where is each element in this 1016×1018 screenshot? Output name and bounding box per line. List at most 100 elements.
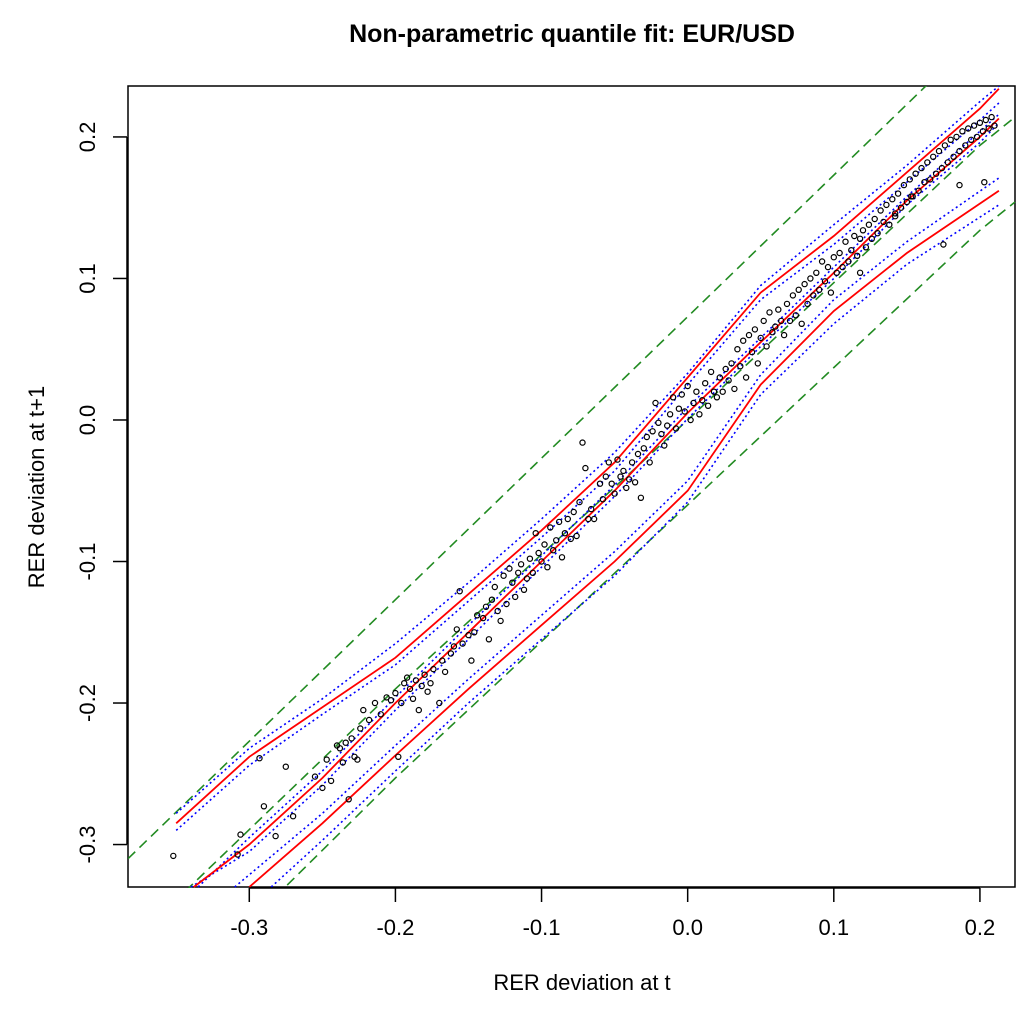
data-point [611, 490, 618, 497]
quantile-line-dashed-11 [283, 201, 1016, 888]
data-point [940, 241, 947, 248]
data-point [935, 147, 943, 155]
data-point [666, 411, 674, 418]
x-tick-label: 0.2 [965, 915, 996, 940]
data-point [357, 725, 364, 732]
data-point [170, 852, 177, 860]
data-point [874, 229, 881, 237]
data-point [491, 583, 498, 591]
data-point [678, 391, 686, 398]
data-point [801, 280, 808, 288]
data-point [474, 612, 481, 619]
data-point [702, 380, 709, 387]
data-point [766, 309, 773, 316]
data-point [973, 133, 981, 141]
data-point [789, 292, 797, 299]
y-tick-label: -0.2 [75, 684, 100, 722]
data-point [889, 195, 896, 203]
data-point [722, 365, 729, 373]
data-point [409, 695, 417, 703]
data-point [395, 753, 402, 761]
data-point [538, 558, 545, 565]
data-point [906, 176, 914, 183]
data-point [614, 456, 621, 463]
data-point [731, 385, 738, 393]
data-point [959, 128, 966, 135]
data-point [883, 201, 890, 209]
data-point [921, 178, 928, 186]
data-point [903, 198, 911, 206]
data-point [775, 306, 782, 313]
data-point [664, 422, 671, 429]
data-point [962, 142, 969, 149]
data-point [816, 286, 823, 293]
x-tick-label: 0.1 [819, 915, 850, 940]
data-point [588, 505, 595, 513]
data-point [892, 212, 899, 220]
data-point [669, 394, 677, 401]
data-point [900, 181, 908, 189]
y-tick-label: -0.1 [75, 543, 100, 581]
x-tick-label: -0.3 [230, 915, 268, 940]
scatter-points [170, 113, 998, 860]
data-point [564, 515, 572, 523]
data-point [886, 221, 893, 228]
data-point [894, 190, 902, 197]
data-point [830, 254, 838, 261]
data-point [652, 399, 659, 407]
quantile-line-solid-0 [175, 88, 1000, 824]
data-point [772, 323, 779, 330]
data-point [970, 122, 978, 129]
quantile-line-dashed-9 [128, 86, 927, 860]
data-point [526, 555, 534, 562]
data-point [354, 756, 361, 763]
data-point [403, 674, 411, 681]
data-point [661, 442, 668, 449]
data-point [965, 125, 972, 132]
data-point [693, 388, 700, 395]
data-point [690, 399, 697, 407]
chart-title: Non-parametric quantile fit: EUR/USD [349, 20, 795, 48]
y-axis: -0.3 -0.2 -0.1 0.0 0.1 0.2 [75, 122, 128, 863]
quantile-line-dotted-5 [197, 113, 1000, 888]
data-point [311, 773, 319, 780]
data-point [684, 382, 691, 390]
data-point [628, 459, 636, 466]
data-point [482, 603, 490, 611]
data-point [798, 320, 805, 327]
data-point [804, 300, 811, 308]
data-point [953, 133, 960, 141]
data-point [387, 697, 395, 704]
data-point [880, 218, 887, 226]
data-point [649, 428, 656, 435]
data-point [327, 777, 335, 785]
data-point [579, 439, 586, 446]
data-point [605, 459, 613, 466]
data-point [930, 153, 937, 160]
data-point [561, 530, 569, 537]
data-point [637, 494, 645, 501]
y-tick-label: 0.2 [75, 122, 100, 153]
data-point [599, 496, 607, 503]
data-point [982, 116, 990, 124]
data-point [541, 541, 548, 548]
data-point [979, 128, 987, 135]
data-point [509, 579, 516, 586]
data-point [494, 607, 501, 615]
data-point [848, 246, 855, 254]
data-point [553, 537, 560, 544]
data-point [471, 629, 478, 636]
data-point [707, 368, 715, 376]
data-point [988, 113, 995, 121]
data-point [941, 142, 949, 149]
data-point [441, 668, 449, 676]
data-point [459, 640, 466, 647]
data-point [681, 408, 688, 415]
data-point [699, 397, 706, 404]
data-point [734, 346, 741, 353]
data-point [862, 244, 870, 251]
data-point [439, 657, 446, 664]
data-point [947, 136, 954, 143]
data-point [377, 711, 384, 718]
